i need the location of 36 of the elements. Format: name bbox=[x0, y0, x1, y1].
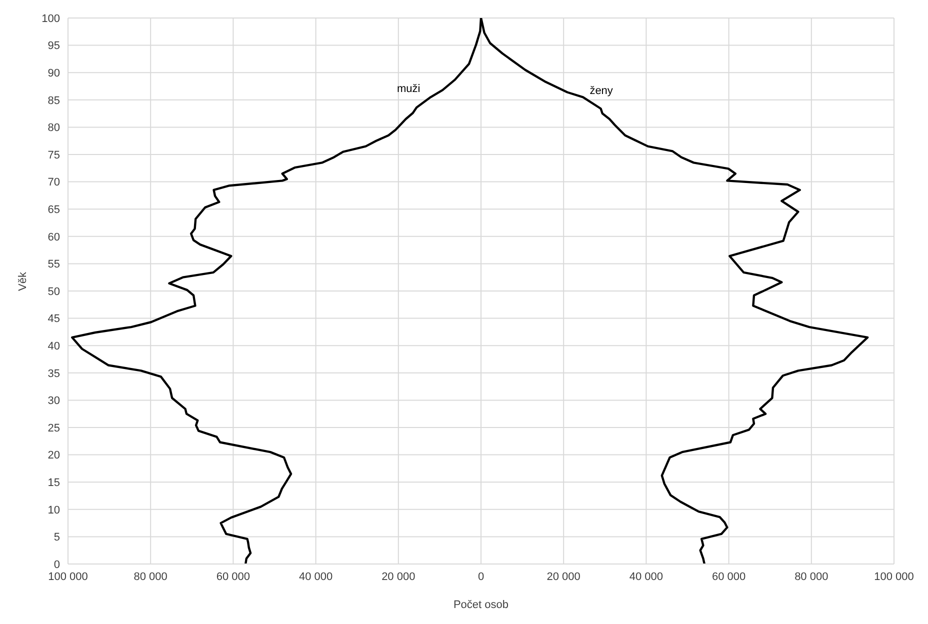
y-tick-label: 40 bbox=[48, 340, 60, 353]
x-tick-label: 60 000 bbox=[712, 570, 746, 583]
y-tick-label: 55 bbox=[48, 258, 60, 271]
y-tick-label: 10 bbox=[48, 504, 60, 516]
y-tick-label: 25 bbox=[48, 422, 60, 434]
x-tick-label: 80 000 bbox=[134, 570, 168, 583]
y-tick-label: 70 bbox=[48, 176, 60, 189]
y-tick-label: 95 bbox=[48, 40, 60, 52]
y-tick-label: 20 bbox=[48, 450, 60, 462]
y-tick-label: 45 bbox=[48, 313, 60, 326]
series-label: muži bbox=[396, 83, 422, 96]
x-tick-label: 40 000 bbox=[629, 570, 664, 583]
y-axis-title: Věk bbox=[16, 272, 29, 291]
y-tick-label: 5 bbox=[54, 532, 60, 544]
y-tick-label: 30 bbox=[48, 395, 60, 408]
x-tick-label: 100 000 bbox=[874, 570, 914, 583]
x-tick-label: 0 bbox=[478, 570, 484, 583]
y-tick-label: 50 bbox=[48, 286, 60, 298]
series-label: ženy bbox=[588, 85, 614, 98]
x-tick-label: 20 000 bbox=[546, 570, 580, 583]
y-tick-label: 0 bbox=[54, 558, 60, 571]
x-tick-label: 100 000 bbox=[48, 570, 88, 583]
y-tick-label: 100 bbox=[42, 12, 60, 25]
y-tick-label: 85 bbox=[48, 94, 60, 107]
y-tick-label: 90 bbox=[48, 68, 60, 80]
y-tick-label: 35 bbox=[48, 368, 60, 380]
y-tick-label: 60 bbox=[48, 231, 60, 244]
x-tick-label: 20 000 bbox=[382, 570, 416, 583]
x-tick-label: 80 000 bbox=[794, 570, 828, 583]
x-tick-label: 60 000 bbox=[216, 570, 250, 583]
x-tick-label: 40 000 bbox=[298, 570, 333, 583]
y-tick-label: 15 bbox=[48, 477, 60, 490]
y-tick-label: 75 bbox=[48, 149, 60, 162]
y-tick-label: 65 bbox=[48, 204, 60, 216]
y-tick-label: 80 bbox=[48, 122, 60, 134]
x-axis-title: Počet osob bbox=[453, 599, 509, 611]
